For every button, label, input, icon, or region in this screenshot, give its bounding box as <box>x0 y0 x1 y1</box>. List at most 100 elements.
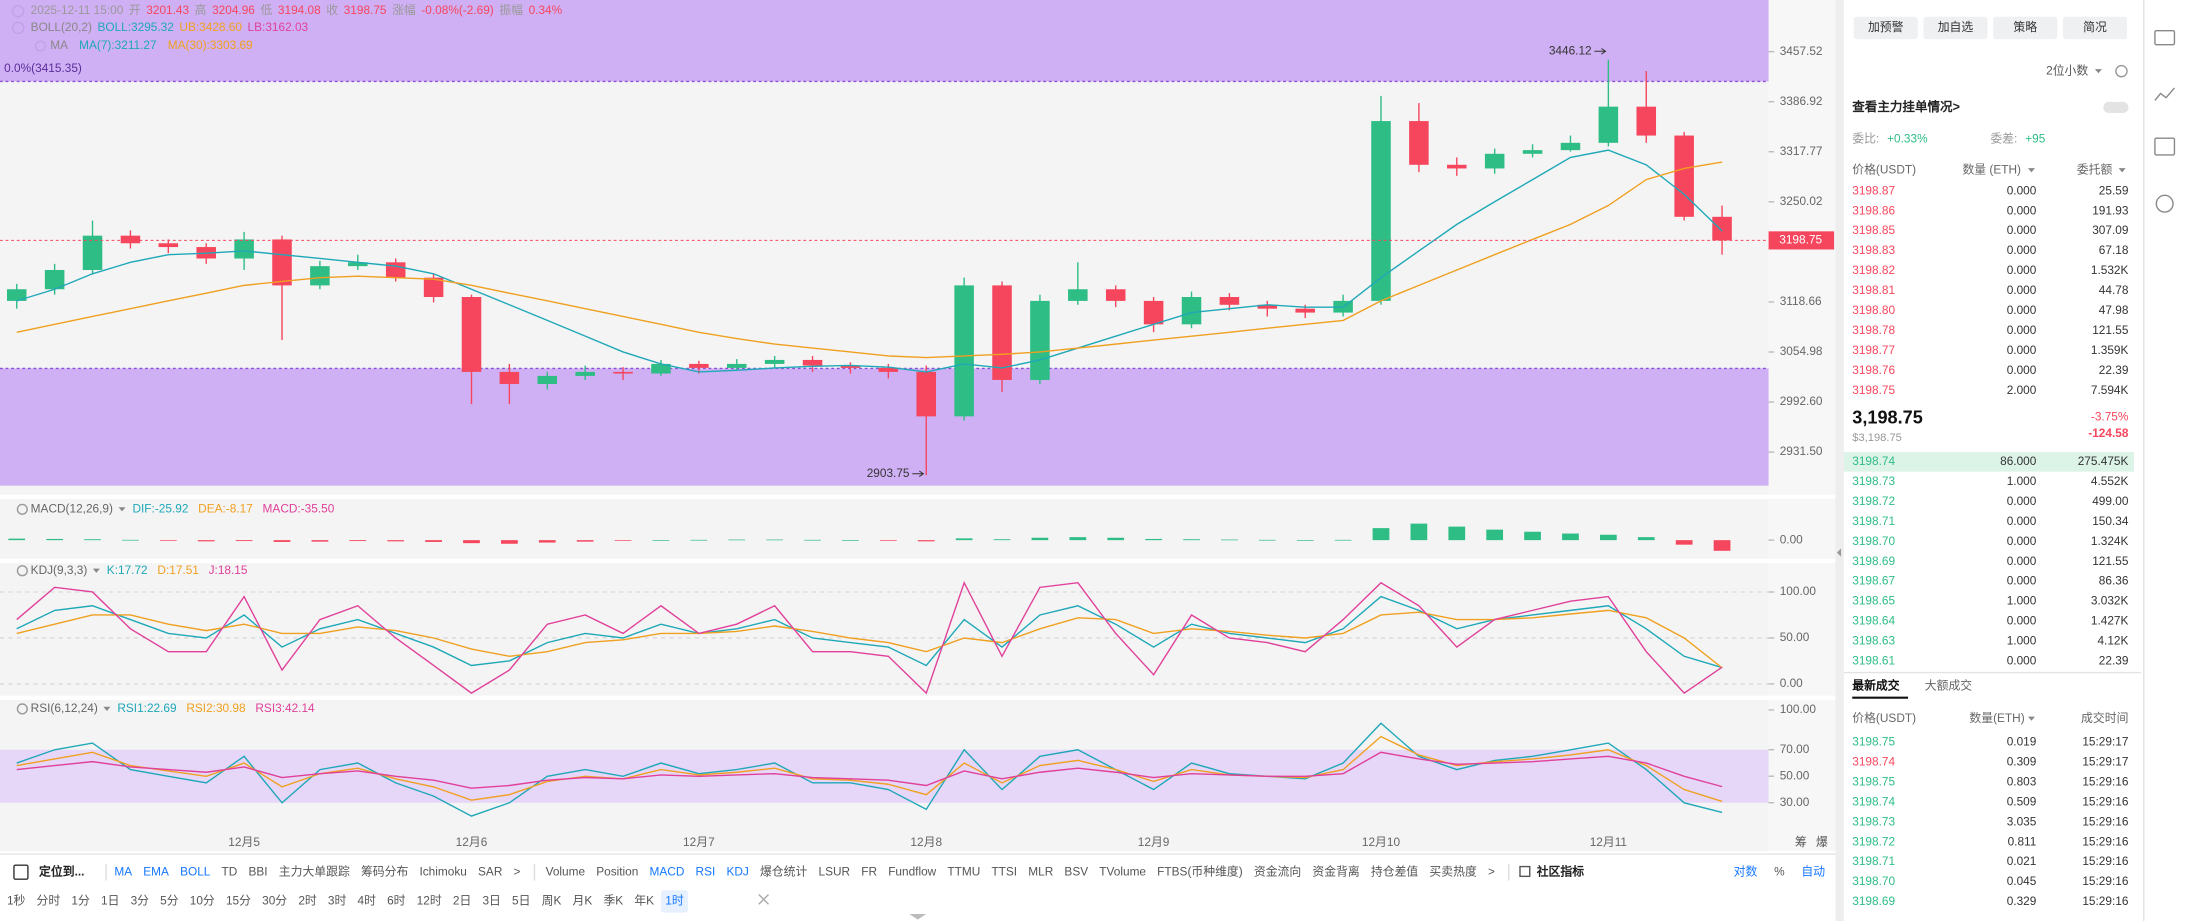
indicator-button[interactable]: > <box>1488 864 1495 878</box>
action-button[interactable] <box>1853 16 1918 40</box>
action-button-label[interactable]: 策略 <box>2013 20 2037 34</box>
timeframe-button[interactable]: 2时 <box>298 894 317 908</box>
axis-button[interactable]: 爆 <box>1816 835 1828 849</box>
timeframe-button[interactable]: 1分 <box>71 894 90 908</box>
indicator-button[interactable]: > <box>514 864 521 878</box>
scale-button[interactable]: % <box>1774 864 1785 878</box>
timeframe-button[interactable]: 15分 <box>226 894 251 908</box>
indicator-button[interactable]: LSUR <box>819 864 851 878</box>
indicator-button[interactable]: MLR <box>1028 864 1053 878</box>
toggle[interactable] <box>2103 101 2129 114</box>
header-item: 3198.75 <box>344 3 387 17</box>
tab[interactable]: 最新成交 <box>1852 679 1900 693</box>
timeframe-button[interactable]: 30分 <box>262 894 287 908</box>
splitter[interactable] <box>1835 0 1844 921</box>
indicator-button[interactable]: TD <box>222 864 238 878</box>
close-icon[interactable] <box>758 893 770 905</box>
rail-icon[interactable] <box>2154 137 2176 156</box>
indicator-button[interactable]: MA <box>114 864 132 878</box>
timeframe-button[interactable]: 2日 <box>453 894 471 908</box>
indicator-button[interactable]: TTMU <box>947 864 980 878</box>
timeframe-button[interactable]: 1秒 <box>7 894 26 908</box>
action-button-label[interactable]: 简况 <box>2083 20 2107 34</box>
timeframe-button[interactable]: 月K <box>573 894 593 908</box>
macd-bar <box>1221 539 1238 541</box>
rail-icon[interactable] <box>2155 194 2174 213</box>
indicator-button[interactable]: EMA <box>143 864 169 878</box>
candle-body <box>44 269 65 290</box>
indicator-button[interactable]: 资金背离 <box>1312 864 1360 878</box>
indicator-button[interactable]: FR <box>861 864 877 878</box>
indicator-button[interactable]: SAR <box>478 864 502 878</box>
indicator-button[interactable]: KDJ <box>726 864 748 878</box>
depth-link[interactable]: 查看主力挂单情况> <box>1851 99 1960 114</box>
action-button[interactable] <box>1993 16 2058 40</box>
action-button[interactable] <box>1923 16 1988 40</box>
indicator-button[interactable]: BBI <box>249 864 268 878</box>
indicator-button[interactable]: Position <box>596 864 638 878</box>
candle-body <box>689 363 709 368</box>
indicator-button[interactable]: TTSI <box>991 864 1017 878</box>
timeframe-button[interactable]: 3日 <box>482 894 500 908</box>
indicator-button[interactable]: 主力大单跟踪 <box>279 864 350 878</box>
timeframe-button[interactable]: 6时 <box>387 894 406 908</box>
indicator-button[interactable]: BSV <box>1064 864 1088 878</box>
timeframe-button[interactable]: 12时 <box>417 894 442 908</box>
ma-line <box>16 149 1723 373</box>
calendar-icon[interactable] <box>13 864 29 880</box>
timeframe-button[interactable]: 1时 <box>665 894 684 908</box>
scale-button[interactable]: 自动 <box>1801 864 1825 878</box>
ma-line <box>16 161 1723 359</box>
timeframe-button[interactable]: 1日 <box>101 894 119 908</box>
indicator-button[interactable]: TVolume <box>1099 864 1146 878</box>
header-line: BOLL(20,2) BOLL:3295.32 UB:3428.60 LB:3162.… <box>31 20 309 34</box>
locate-button[interactable]: 定位到... <box>39 864 84 878</box>
candle-body <box>120 235 141 244</box>
timeframe-button[interactable]: 季K <box>603 894 623 908</box>
timeframe-button[interactable]: 3时 <box>328 894 347 908</box>
timeframe-button[interactable]: 4时 <box>358 894 377 908</box>
action-button-label[interactable]: 加自选 <box>1938 20 1974 34</box>
timeframe-button[interactable]: 5分 <box>160 894 179 908</box>
settings-icon[interactable] <box>2115 64 2128 78</box>
macd-bar <box>1296 540 1314 541</box>
indicator-button[interactable]: 筹码分布 <box>361 864 409 878</box>
timeframe-button[interactable]: 周K <box>542 894 562 908</box>
timeframe-button[interactable]: 3分 <box>131 894 150 908</box>
indicator-button[interactable]: 持仓差值 <box>1371 864 1419 878</box>
action-button-label[interactable]: 加预警 <box>1868 20 1904 34</box>
timeframe-button[interactable]: 年K <box>634 894 654 908</box>
timeframe-button[interactable]: 5日 <box>512 894 530 908</box>
macd-bar <box>1524 531 1541 541</box>
rail-icon[interactable] <box>2154 87 2175 101</box>
splitter-arrow[interactable] <box>1836 548 1842 557</box>
timeframe-button[interactable]: 10分 <box>190 894 215 908</box>
caret <box>2027 716 2035 721</box>
tab[interactable]: 大额成交 <box>1925 679 1973 693</box>
indicator-button[interactable]: BOLL <box>180 864 211 878</box>
header-line: 2025-12-11 15:00 开 3201.43 高 3204.96 低 3194.08… <box>31 3 563 17</box>
indicator-button[interactable]: 资金流向 <box>1254 864 1301 878</box>
community-button[interactable]: 社区指标 <box>1536 864 1585 878</box>
indicator-button[interactable]: Fundflow <box>888 864 936 878</box>
precision-select[interactable]: 2位小数 <box>2046 63 2088 77</box>
indicator-button[interactable]: RSI <box>696 864 716 878</box>
indicator-button[interactable]: Volume <box>546 864 586 878</box>
candle-body <box>1105 289 1126 301</box>
rail-icon[interactable] <box>2154 30 2176 46</box>
indicator-button[interactable]: 爆仓统计 <box>760 864 808 878</box>
max-label: 3446.12 <box>1549 43 1592 57</box>
axis-button[interactable]: 筹 <box>1795 835 1807 849</box>
collapse-handle[interactable] <box>909 914 927 920</box>
panel-title: KDJ(9,3,3) <box>31 563 88 577</box>
trade-time: 15:29:16 <box>2082 894 2129 908</box>
timeframe-button[interactable]: 分时 <box>37 894 61 908</box>
indicator-button[interactable]: MACD <box>650 864 685 878</box>
trade-qty: 0.803 <box>2007 774 2037 788</box>
indicator-button[interactable]: 买卖热度 <box>1429 864 1477 878</box>
indicator-button[interactable]: Ichimoku <box>419 864 466 878</box>
scale-button[interactable]: 对数 <box>1734 864 1758 878</box>
indicator-button[interactable]: FTBS(币种维度) <box>1157 864 1243 878</box>
action-button[interactable] <box>2062 16 2128 40</box>
book-qty: 0.000 <box>2007 343 2037 357</box>
